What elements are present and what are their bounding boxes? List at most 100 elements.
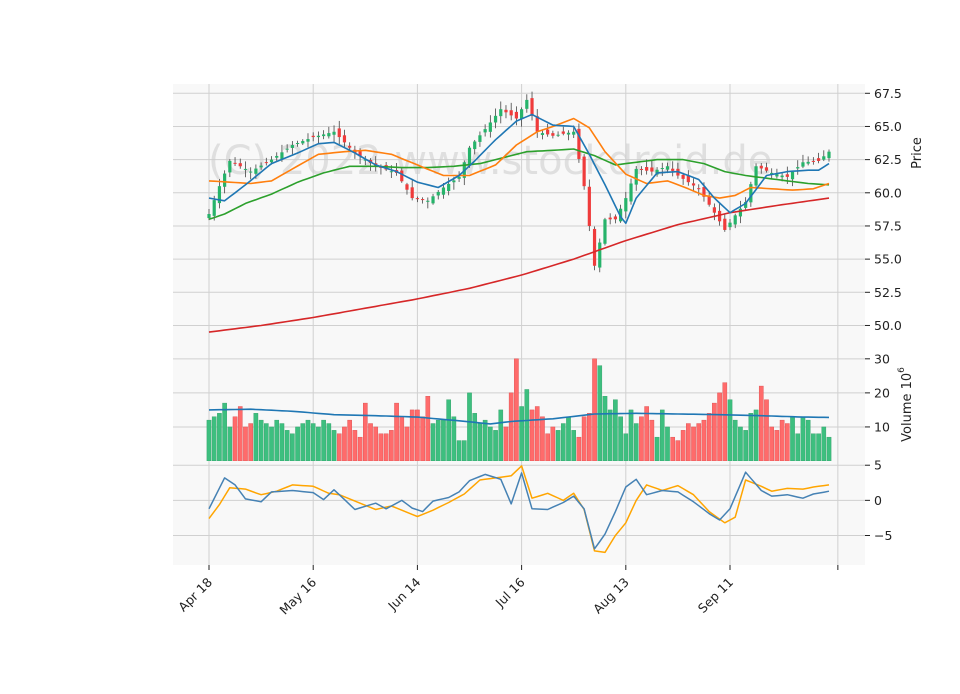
candle-body — [587, 186, 591, 226]
volume-bar — [665, 426, 670, 462]
volume-bar — [357, 436, 363, 462]
volume-bar — [222, 402, 227, 462]
candle-body — [405, 184, 409, 190]
volume-bar — [498, 409, 504, 462]
candle-body — [452, 180, 456, 183]
candle-body — [275, 155, 279, 158]
candle-body — [306, 139, 310, 142]
candle-body — [811, 160, 815, 162]
price-panel-background — [173, 84, 865, 352]
candle-body — [525, 99, 529, 109]
volume-bar — [712, 402, 717, 462]
candle-body — [243, 168, 248, 170]
volume-bar — [618, 416, 623, 462]
volume-bar — [211, 416, 217, 462]
volume-tick-label: 20 — [874, 385, 890, 400]
candle-body — [572, 131, 576, 135]
candle-body — [639, 168, 644, 170]
volume-y-ticks: 10 20 30 — [865, 351, 890, 434]
volume-bar — [383, 433, 389, 462]
candle-body — [770, 172, 774, 175]
volume-bar — [550, 426, 556, 462]
candle-body — [514, 111, 518, 119]
volume-axis-label: Volume 106 — [897, 367, 915, 442]
volume-bar — [508, 392, 514, 462]
volume-bar — [326, 423, 332, 462]
volume-bar — [644, 406, 649, 462]
price-tick-label: 57.5 — [874, 218, 902, 233]
volume-bar — [217, 413, 222, 462]
volume-bar — [722, 382, 728, 462]
candle-body — [337, 128, 341, 138]
volume-bar — [738, 426, 743, 462]
candle-body — [311, 135, 315, 138]
candle-body — [712, 207, 716, 213]
volume-bar — [248, 423, 253, 462]
price-tick-label: 65.0 — [874, 119, 902, 134]
volume-bar — [581, 416, 587, 462]
volume-bar — [269, 426, 274, 462]
candle-body — [717, 210, 722, 222]
candle-body — [504, 109, 508, 113]
candle-body — [671, 168, 675, 171]
price-axis-label: Price — [910, 137, 925, 169]
candle-body — [754, 166, 758, 186]
macd-panel-background — [173, 461, 865, 565]
volume-bar — [368, 423, 373, 462]
volume-bar — [540, 416, 545, 462]
volume-bar — [805, 419, 811, 462]
candle-body — [530, 98, 534, 116]
candle-body — [733, 215, 737, 225]
candle-body — [790, 172, 795, 180]
candle-body — [322, 134, 326, 137]
volume-bar — [607, 409, 613, 462]
volume-bar — [628, 409, 634, 462]
volume-bar — [800, 416, 806, 462]
volume-bar — [811, 433, 816, 462]
volume-bar — [477, 423, 483, 462]
volume-bar — [227, 426, 233, 462]
candle-body — [436, 191, 440, 196]
candle-body — [358, 151, 362, 157]
volume-bar — [279, 423, 285, 462]
volume-bar — [389, 430, 394, 462]
candle-body — [301, 141, 305, 144]
candle-body — [249, 171, 253, 173]
volume-bar — [290, 433, 295, 462]
candle-body — [785, 174, 789, 177]
volume-bar — [243, 426, 248, 462]
candle-body — [363, 159, 367, 161]
volume-bar — [779, 419, 785, 462]
candle-body — [223, 173, 227, 187]
volume-bar — [717, 392, 722, 462]
candle-body — [650, 167, 654, 172]
candle-body — [816, 158, 821, 161]
candle-body — [473, 141, 477, 150]
candle-body — [421, 199, 425, 201]
candle-body — [280, 152, 284, 159]
candle-body — [488, 122, 492, 132]
volume-bar — [456, 440, 462, 462]
candle-body — [295, 143, 300, 145]
volume-bar — [639, 416, 644, 462]
candle-body — [327, 133, 331, 137]
volume-axis-label-base: Volume 10 — [900, 373, 915, 442]
volume-panel: 10 20 30 Volume 106 — [173, 351, 915, 462]
volume-bar — [420, 416, 425, 462]
candle-body — [447, 183, 451, 192]
candle-body — [561, 131, 565, 134]
volume-bar — [232, 416, 238, 462]
price-y-ticks: 50.0 52.5 55.0 57.5 60.0 62.5 65.0 67.5 — [865, 86, 902, 333]
volume-bar — [274, 419, 280, 462]
volume-bar — [602, 396, 608, 462]
volume-bar — [435, 419, 441, 462]
volume-bar — [670, 436, 675, 462]
volume-bar — [534, 406, 540, 462]
candle-body — [269, 159, 274, 163]
candle-body — [483, 129, 487, 133]
sma-long-line — [208, 197, 830, 333]
sma-mid-line — [208, 117, 830, 199]
candle-body — [645, 167, 649, 171]
volume-bar — [425, 396, 431, 462]
candle-body — [780, 175, 784, 178]
